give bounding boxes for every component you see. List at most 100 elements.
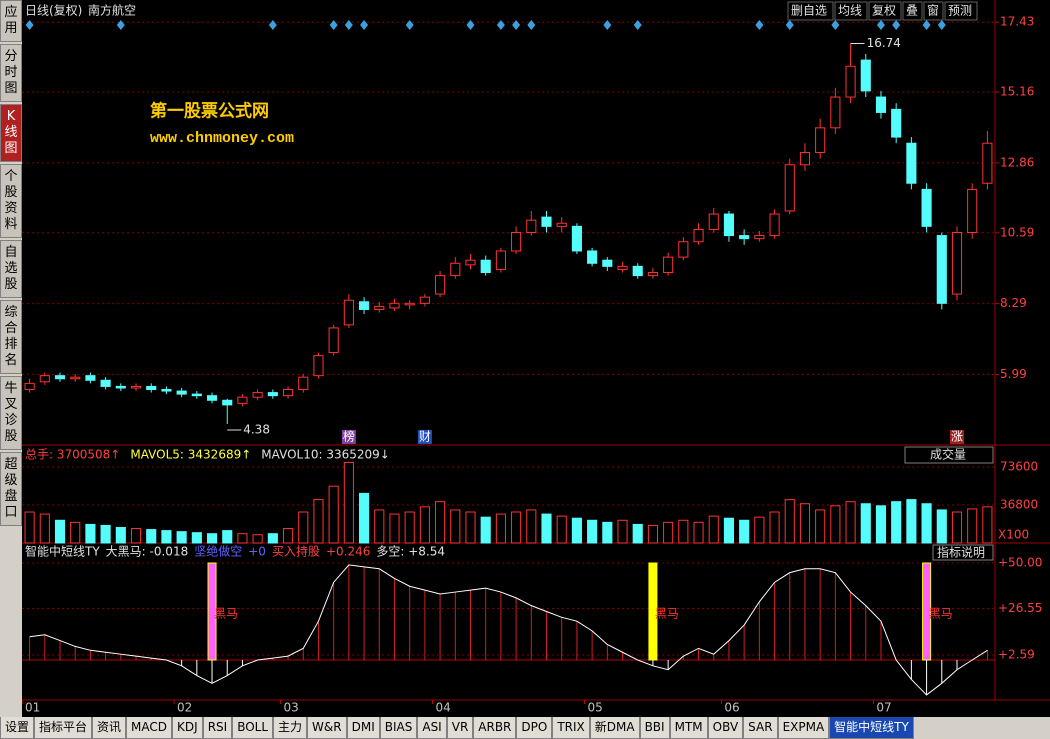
sidebar-tab[interactable]: 超级盘口 [0,452,22,526]
stock-name: 南方航空 [88,3,136,18]
indicator-tab[interactable]: TRIX [552,717,590,739]
watermark: 第一股票公式网 [150,101,269,122]
toolbar-button-label[interactable]: 均线 [838,4,862,18]
help-button-label[interactable]: 指标说明 [937,545,985,560]
volume-bar [526,509,537,544]
candle-body [359,301,370,310]
toolbar-button-label[interactable]: 复权 [872,4,896,18]
candle-body [404,302,415,306]
volume-bar [191,532,202,544]
volume-bar [541,513,552,544]
volume-header: 总手: 3700508↑ [25,448,120,462]
indicator-tab[interactable]: DPO [516,717,553,739]
indicator-tab[interactable]: EXPMA [777,717,830,739]
background [0,0,1050,717]
volume-bar [237,533,248,544]
volume-bar [146,529,157,544]
indicator-tab[interactable]: W&R [307,717,347,739]
candle-body [176,390,187,395]
candle-body [419,296,430,304]
indicator-tab[interactable]: 指标平台 [34,717,93,739]
y-tick-label: 17.43 [1000,15,1034,29]
indicator-tab[interactable]: MACD [126,717,173,739]
indicator-tab[interactable]: BBI [639,717,670,739]
toolbar-button-label[interactable]: 叠 [906,4,918,18]
toolbar-button-label[interactable]: 删自选 [791,4,827,18]
help-button[interactable] [932,544,994,561]
candle-body [845,65,856,98]
volume-header: MAVOL5: 3432689↑ [130,448,251,462]
candle-body [891,108,902,138]
indicator-tab[interactable]: 资讯 [92,717,127,739]
candle-body [495,250,506,270]
indicator-tab[interactable]: 智能中短线TY [829,717,914,739]
selector-label[interactable]: 成交量 [930,447,966,462]
volume-bar [936,509,947,544]
volume-bar [860,503,871,544]
y-tick-label: 36800 [1000,497,1038,511]
toolbar-button-label[interactable]: 窗 [927,4,939,18]
indicator-tab[interactable]: KDJ [172,717,203,739]
volume-bar [511,511,522,544]
volume-bar [799,503,811,544]
signal-marker [633,20,642,30]
candle-body [54,375,66,380]
candle-body [951,232,963,295]
toolbar-button[interactable] [902,1,923,21]
volume-bar [282,528,294,544]
indicator-tab[interactable]: ASI [417,717,447,739]
candle-body [435,275,446,295]
volume-bar [24,511,35,544]
candle-body [24,382,35,391]
sidebar-tab[interactable]: 牛叉诊股 [0,376,22,450]
signal-marker [785,20,794,30]
volume-bar [587,519,598,544]
volume-bar [769,511,780,544]
indicator-tab[interactable]: BIAS [379,717,418,739]
signal-label: 黑马 [929,607,953,621]
sidebar-tab[interactable]: K线图 [0,104,22,162]
toolbar-button[interactable] [868,1,902,21]
sidebar-tab[interactable]: 应用 [0,0,22,42]
sidebar-tab[interactable]: 个股资料 [0,164,22,238]
indicator-tab[interactable]: 主力 [273,717,308,739]
indicator-tab[interactable]: BOLL [232,717,274,739]
indicator-tab[interactable]: MTM [669,717,708,739]
toolbar-button[interactable] [944,1,978,21]
volume-header: MAVOL10: 3365209↓ [261,448,390,462]
candle-body [267,392,278,397]
x-tick-label: 02 [177,701,192,715]
candle-body [541,216,552,227]
volume-bar [206,533,218,544]
candle-body [617,265,628,270]
indicator-tab[interactable]: RSI [202,717,233,739]
candle-body [982,142,993,184]
volume-bar [921,503,932,544]
indicator-tab[interactable]: 新DMA [589,717,640,739]
x-tick-label: 06 [724,701,739,715]
signal-label: 黑马 [214,607,238,621]
volume-bar [815,509,826,544]
signal-marker [466,20,475,30]
indicator-tab[interactable]: 设置 [0,717,35,739]
candle-body [313,355,324,377]
sidebar-tab[interactable]: 自选股 [0,240,22,298]
indicator-tab[interactable]: DMI [346,717,380,739]
indicator-tab[interactable]: SAR [743,717,778,739]
volume-bar [313,499,324,544]
signal-marker [892,20,901,30]
indicator-tab[interactable]: VR [446,717,474,739]
indicator-tab[interactable]: ARBR [473,717,517,739]
selector[interactable] [904,446,994,464]
toolbar-button[interactable] [834,1,868,21]
candle-body [100,379,111,387]
sidebar-tab[interactable]: 分时图 [0,44,22,102]
indicator-tab[interactable]: OBV [707,717,744,739]
toolbar-button-label[interactable]: 预测 [948,4,972,18]
toolbar-button[interactable] [923,1,944,21]
toolbar-button[interactable] [787,1,834,21]
chart-area: 日线(复权) 南方航空 第一股票公式网 www.chnmoney.com 删自选… [0,0,1050,717]
sidebar-tab[interactable]: 综合排名 [0,300,22,374]
volume-bar [480,516,491,544]
signal-marker [344,20,353,30]
